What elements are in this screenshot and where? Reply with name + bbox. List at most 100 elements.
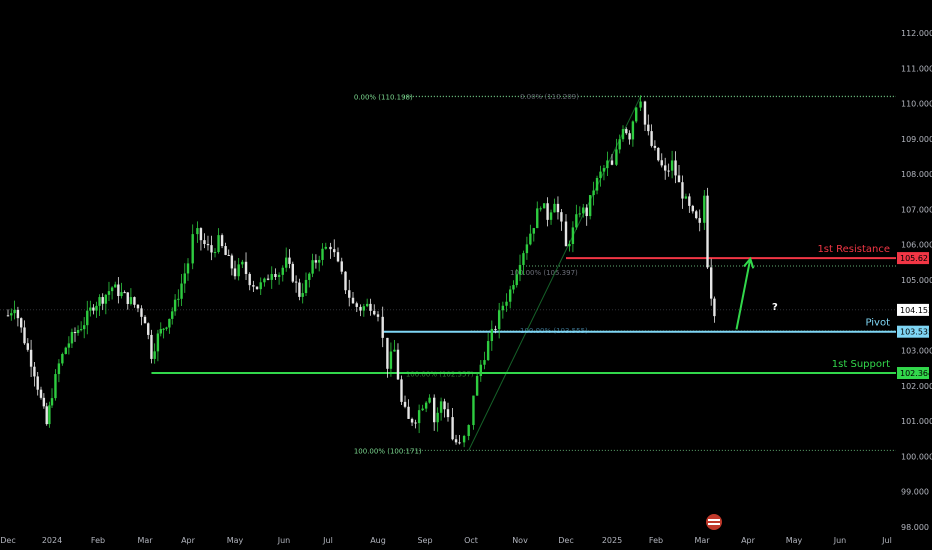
tradingview-logo-icon	[706, 514, 722, 530]
y-tick-label: 106.000	[901, 241, 932, 250]
candle-body	[403, 401, 407, 407]
candle-body	[101, 297, 104, 304]
candle-body	[536, 208, 539, 229]
candle-body	[386, 337, 389, 369]
candle-body	[691, 205, 694, 212]
candle-body	[509, 289, 512, 302]
candle-body	[355, 303, 358, 307]
candle-body	[336, 252, 340, 262]
candle-body	[695, 211, 698, 219]
candle-body	[653, 145, 657, 148]
x-tick-label: Jun	[833, 536, 847, 545]
price-badge	[897, 325, 929, 338]
candle-body	[206, 244, 210, 246]
x-tick-label: May	[227, 536, 244, 545]
candle-body	[70, 332, 74, 344]
candle-body	[588, 195, 592, 217]
candle-body	[674, 160, 677, 176]
candle-body	[203, 240, 206, 245]
candle-body	[173, 299, 177, 312]
candle-body	[575, 214, 578, 228]
candle-body	[285, 257, 288, 268]
x-tick-label: Sep	[417, 536, 432, 545]
candle-body	[16, 309, 20, 319]
candle-body	[433, 397, 436, 423]
candle-body	[546, 203, 549, 220]
level-name-label: Pivot	[865, 318, 890, 329]
candle-body	[252, 285, 255, 287]
candle-body	[351, 297, 355, 304]
candle-body	[57, 363, 61, 375]
candle-body	[592, 190, 595, 196]
fib-level-label: 100.00% (102.357)	[406, 370, 474, 378]
candle-body	[150, 334, 153, 359]
candle-body	[706, 195, 709, 268]
candle-body	[13, 309, 16, 314]
y-tick-label: 101.000	[901, 417, 932, 426]
candle-body	[304, 279, 308, 294]
candle-body	[393, 349, 396, 352]
candle-body	[165, 327, 168, 329]
candle-body	[518, 264, 522, 275]
price-badge-text: 103.535	[900, 328, 932, 337]
x-tick-label: Feb	[91, 536, 105, 545]
candle-body	[114, 284, 117, 288]
candle-body	[54, 374, 57, 399]
question-mark-annotation: ?	[772, 302, 778, 313]
candle-body	[117, 284, 120, 297]
candle-body	[369, 303, 372, 311]
candle-body	[67, 343, 71, 348]
candle-body	[625, 129, 628, 134]
candle-body	[333, 249, 336, 253]
candle-body	[224, 246, 227, 255]
candle-body	[532, 228, 535, 234]
candle-body	[472, 395, 475, 426]
candle-body	[497, 310, 501, 330]
candle-body	[86, 310, 89, 326]
candle-body	[362, 306, 366, 311]
candle-body	[615, 149, 618, 165]
candle-body	[667, 170, 670, 172]
candle-body	[647, 124, 650, 132]
candle-body	[294, 281, 298, 283]
candle-body	[98, 297, 101, 306]
candle-body	[104, 294, 108, 304]
candle-body	[621, 129, 625, 140]
price-badge	[897, 367, 929, 380]
x-tick-label: Dec	[558, 536, 573, 545]
candle-body	[298, 282, 301, 297]
candle-body	[95, 305, 98, 311]
candle-body	[126, 292, 129, 304]
candle-body	[168, 318, 171, 328]
candle-body	[220, 235, 224, 247]
candle-body	[266, 278, 270, 280]
candle-body	[688, 196, 691, 206]
candle-body	[582, 207, 585, 214]
x-tick-label: Mar	[694, 536, 710, 545]
candle-body	[133, 297, 136, 305]
candle-body	[196, 228, 199, 235]
candle-body	[270, 274, 273, 280]
candle-body	[539, 208, 542, 210]
candle-body	[348, 290, 351, 298]
candle-body	[89, 307, 92, 311]
candle-body	[602, 168, 606, 172]
candle-body	[199, 228, 203, 241]
candle-body	[177, 298, 180, 300]
candle-body	[156, 333, 160, 352]
candle-body	[73, 332, 77, 334]
candle-body	[436, 412, 439, 423]
candle-body	[681, 182, 684, 199]
y-tick-label: 111.000	[901, 64, 932, 73]
candle-body	[451, 417, 454, 440]
candle-body	[61, 353, 64, 364]
y-tick-label: 98.000	[901, 523, 929, 532]
candle-body	[120, 292, 123, 297]
candle-body	[631, 121, 635, 140]
x-tick-label: Apr	[181, 536, 196, 545]
candle-body	[522, 253, 525, 265]
candle-body	[20, 318, 23, 328]
tradingview-logo-stripe	[708, 519, 720, 521]
